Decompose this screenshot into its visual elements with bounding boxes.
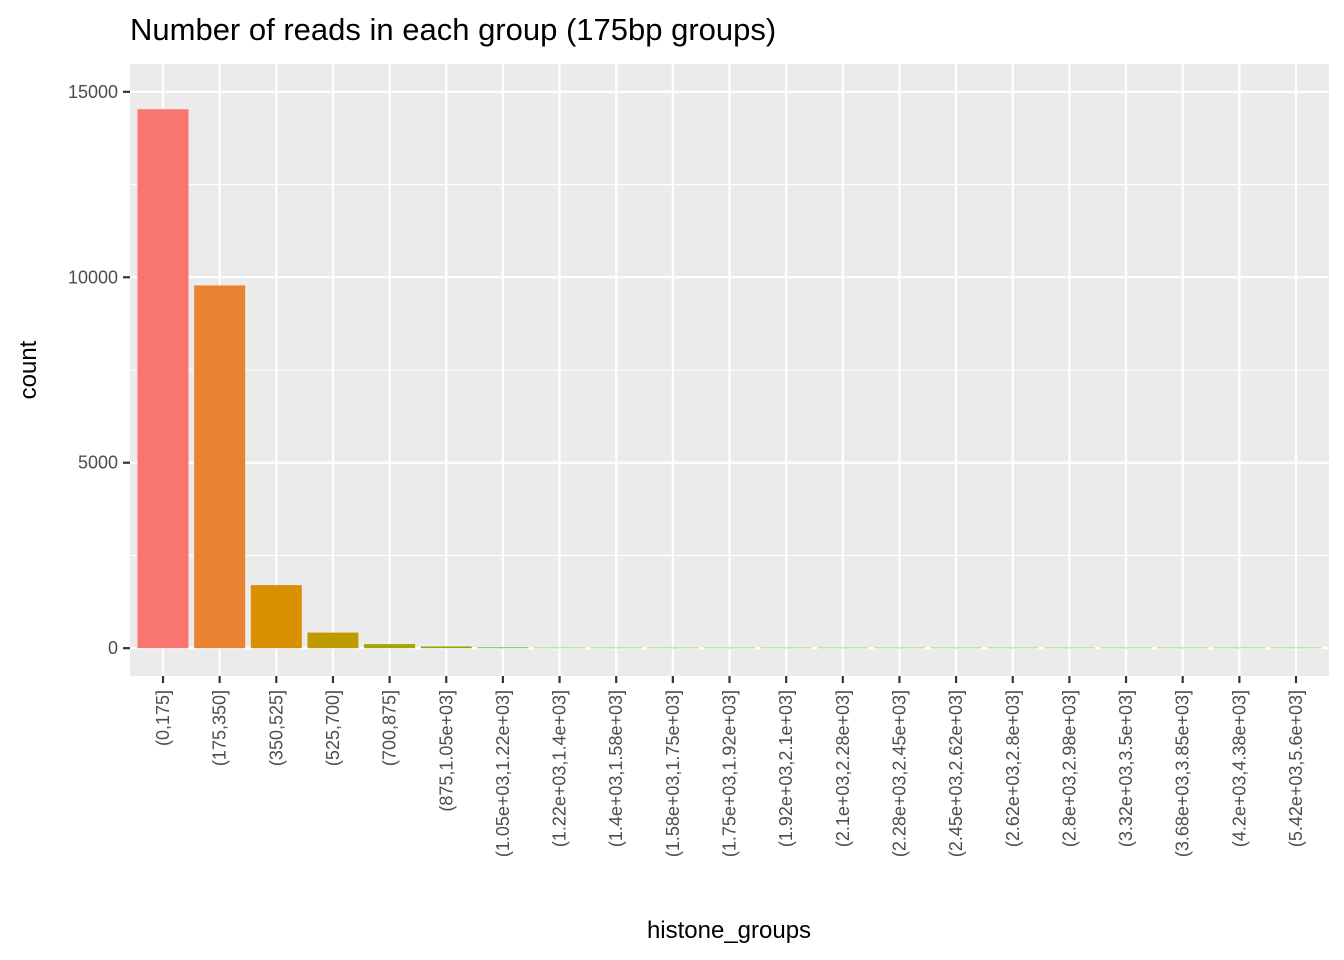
bar [137,109,189,649]
y-axis-title: count [15,340,42,399]
x-tick-label: (175,350] [210,690,230,766]
x-tick-label: (3.68e+03,3.85e+03] [1173,690,1193,857]
bar [1100,647,1152,649]
y-tick-label: 15000 [68,82,118,102]
x-axis: (0,175] (175,350] (350,525] (525,700] (700,8… [153,676,1306,857]
bar [1213,647,1265,649]
x-tick-label: (2.62e+03,2.8e+03] [1003,690,1023,847]
x-tick-label: (875,1.05e+03] [436,690,456,812]
bar [250,585,302,649]
y-tick-label: 0 [108,638,118,658]
x-tick-label: (0,175] [153,690,173,746]
bar [307,632,359,649]
bar [1270,647,1322,649]
x-tick-label: (2.1e+03,2.28e+03] [833,690,853,847]
bar [647,647,699,649]
x-tick-label: (700,875] [380,690,400,766]
x-tick-label: (1.75e+03,1.92e+03] [720,690,740,857]
bar [477,647,529,649]
x-tick-label: (2.8e+03,2.98e+03] [1059,690,1079,847]
bar [873,647,925,649]
y-axis: 0 5000 10000 15000 [68,82,130,658]
x-tick-label: (1.05e+03,1.22e+03] [493,690,513,857]
grid-major [130,64,1329,676]
x-axis-title: histone_groups [647,917,811,944]
bar [930,647,982,649]
bar [704,647,755,649]
bar [194,285,246,649]
x-tick-label: (2.45e+03,2.62e+03] [946,690,966,857]
x-tick-label: (1.22e+03,1.4e+03] [550,690,570,847]
bar [760,647,812,649]
bar [590,647,642,649]
chart-title: Number of reads in each group (175bp gro… [130,12,776,47]
bars [137,109,1322,649]
x-tick-label: (1.92e+03,2.1e+03] [776,690,796,847]
x-tick-label: (1.4e+03,1.58e+03] [606,690,626,847]
bar [817,647,869,649]
bar [420,646,472,649]
x-tick-label: (3.32e+03,3.5e+03] [1116,690,1136,847]
bar [364,644,416,649]
bar [1043,647,1095,649]
y-tick-label: 5000 [78,453,118,473]
x-tick-label: (2.28e+03,2.45e+03] [889,690,909,857]
x-tick-label: (5.42e+03,5.6e+03] [1286,690,1306,847]
x-tick-label: (350,525] [266,690,286,766]
bar [987,647,1039,649]
y-tick-label: 10000 [68,267,118,287]
x-tick-label: (525,700] [323,690,343,766]
bar [1157,647,1209,649]
bar [534,647,586,649]
x-tick-label: (1.58e+03,1.75e+03] [663,690,683,857]
x-tick-label: (4.2e+03,4.38e+03] [1229,690,1249,847]
